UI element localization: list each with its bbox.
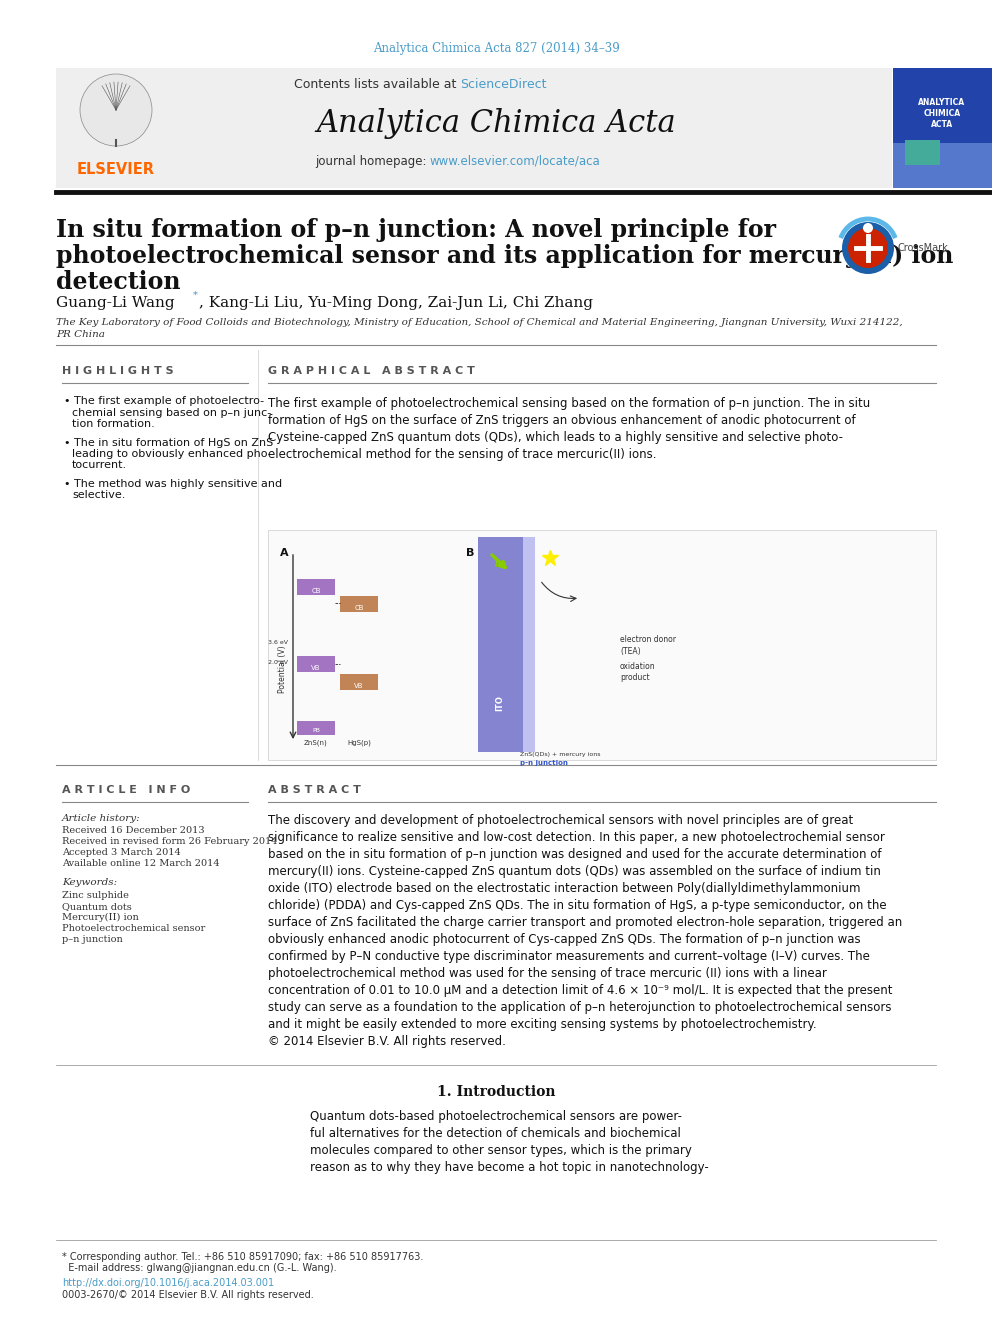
Text: , Kang-Li Liu, Yu-Ming Dong, Zai-Jun Li, Chi Zhang: , Kang-Li Liu, Yu-Ming Dong, Zai-Jun Li,… xyxy=(199,296,593,310)
Text: 2.0 eV: 2.0 eV xyxy=(268,660,288,665)
Bar xyxy=(297,579,335,595)
Text: • The in situ formation of HgS on ZnS: • The in situ formation of HgS on ZnS xyxy=(64,438,273,447)
Text: Quantum dots-based photoelectrochemical sensors are power-
ful alternatives for : Quantum dots-based photoelectrochemical … xyxy=(310,1110,708,1174)
Text: detection: detection xyxy=(56,270,181,294)
Text: ZnS(n): ZnS(n) xyxy=(305,740,328,746)
Text: PR China: PR China xyxy=(56,329,105,339)
Text: (TEA): (TEA) xyxy=(620,647,641,656)
Text: Zinc sulphide: Zinc sulphide xyxy=(62,890,129,900)
Bar xyxy=(268,531,936,759)
Text: B: B xyxy=(466,548,474,558)
Text: Photoelectrochemical sensor: Photoelectrochemical sensor xyxy=(62,923,205,933)
Text: Mercury(II) ion: Mercury(II) ion xyxy=(62,913,139,922)
Text: PB: PB xyxy=(312,728,320,733)
Text: photoelectrochemical sensor and its application for mercury(II) ion: photoelectrochemical sensor and its appl… xyxy=(56,243,953,269)
Text: 3.6 eV: 3.6 eV xyxy=(268,640,288,646)
Text: G R A P H I C A L   A B S T R A C T: G R A P H I C A L A B S T R A C T xyxy=(268,366,475,376)
Text: ZnS(QDs) + mercury ions: ZnS(QDs) + mercury ions xyxy=(520,751,600,757)
Text: selective.: selective. xyxy=(72,491,125,500)
Text: www.elsevier.com/locate/aca: www.elsevier.com/locate/aca xyxy=(430,155,601,168)
Circle shape xyxy=(863,224,873,233)
Text: HgS(p): HgS(p) xyxy=(347,740,371,746)
Circle shape xyxy=(842,222,894,274)
Bar xyxy=(478,537,523,751)
Text: Analytica Chimica Acta 827 (2014) 34–39: Analytica Chimica Acta 827 (2014) 34–39 xyxy=(373,42,619,56)
Text: product: product xyxy=(620,673,650,681)
Text: hv: hv xyxy=(494,560,506,569)
Text: electron donor: electron donor xyxy=(620,635,676,644)
Text: Received in revised form 26 February 2014: Received in revised form 26 February 201… xyxy=(62,837,278,845)
Text: Quantum dots: Quantum dots xyxy=(62,902,132,912)
Text: CB: CB xyxy=(311,587,320,594)
Bar xyxy=(340,595,378,613)
Text: Available online 12 March 2014: Available online 12 March 2014 xyxy=(62,859,219,868)
Text: p–n junction: p–n junction xyxy=(62,935,123,945)
Text: Received 16 December 2013: Received 16 December 2013 xyxy=(62,826,204,835)
Text: Article history:: Article history: xyxy=(62,814,141,823)
Text: The first example of photoelectrochemical sensing based on the formation of p–n : The first example of photoelectrochemica… xyxy=(268,397,870,460)
Bar xyxy=(297,656,335,672)
Text: A R T I C L E   I N F O: A R T I C L E I N F O xyxy=(62,785,190,795)
Bar xyxy=(56,67,892,188)
Text: VB: VB xyxy=(311,665,320,671)
Text: leading to obviously enhanced pho-: leading to obviously enhanced pho- xyxy=(72,448,272,459)
Text: H I G H L I G H T S: H I G H L I G H T S xyxy=(62,366,174,376)
Text: CB: CB xyxy=(354,605,364,611)
Text: Analytica Chimica Acta: Analytica Chimica Acta xyxy=(316,108,676,139)
Text: • The method was highly sensitive and: • The method was highly sensitive and xyxy=(64,479,282,490)
Text: * Corresponding author. Tel.: +86 510 85917090; fax: +86 510 85917763.: * Corresponding author. Tel.: +86 510 85… xyxy=(62,1252,424,1262)
Text: Contents lists available at: Contents lists available at xyxy=(294,78,460,91)
Text: 0003-2670/© 2014 Elsevier B.V. All rights reserved.: 0003-2670/© 2014 Elsevier B.V. All right… xyxy=(62,1290,313,1301)
Text: Keywords:: Keywords: xyxy=(62,878,117,886)
Text: ANALYTICA
CHIMICA
ACTA: ANALYTICA CHIMICA ACTA xyxy=(919,98,965,130)
Bar xyxy=(893,67,992,188)
Bar xyxy=(523,537,535,751)
Text: Guang-Li Wang: Guang-Li Wang xyxy=(56,296,180,310)
Text: *: * xyxy=(193,291,197,300)
Text: p-n junction: p-n junction xyxy=(520,759,567,766)
Text: A: A xyxy=(280,548,289,558)
Text: • The first example of photoelectro-: • The first example of photoelectro- xyxy=(64,396,264,406)
Text: journal homepage:: journal homepage: xyxy=(314,155,430,168)
Bar xyxy=(340,673,378,691)
Text: VB: VB xyxy=(354,683,364,689)
Text: CrossMark: CrossMark xyxy=(898,243,948,253)
Text: chemial sensing based on p–n junc-: chemial sensing based on p–n junc- xyxy=(72,407,271,418)
Circle shape xyxy=(848,228,888,269)
Text: E-mail address: glwang@jiangnan.edu.cn (G.-L. Wang).: E-mail address: glwang@jiangnan.edu.cn (… xyxy=(62,1263,336,1273)
Circle shape xyxy=(80,74,152,146)
Text: http://dx.doi.org/10.1016/j.aca.2014.03.001: http://dx.doi.org/10.1016/j.aca.2014.03.… xyxy=(62,1278,274,1289)
Text: A B S T R A C T: A B S T R A C T xyxy=(268,785,361,795)
Text: oxidation: oxidation xyxy=(620,662,656,671)
Bar xyxy=(297,721,335,736)
Text: Potential (V): Potential (V) xyxy=(279,646,288,693)
Text: In situ formation of p–n junction: A novel principle for: In situ formation of p–n junction: A nov… xyxy=(56,218,776,242)
Text: 1. Introduction: 1. Introduction xyxy=(436,1085,556,1099)
Text: tion formation.: tion formation. xyxy=(72,419,155,429)
Text: ITO: ITO xyxy=(495,695,505,710)
Text: tocurrent.: tocurrent. xyxy=(72,460,127,471)
Bar xyxy=(905,140,940,165)
Bar xyxy=(893,143,992,188)
Text: The discovery and development of photoelectrochemical sensors with novel princip: The discovery and development of photoel… xyxy=(268,814,903,1048)
Text: ScienceDirect: ScienceDirect xyxy=(460,78,547,91)
Text: The Key Laboratory of Food Colloids and Biotechnology, Ministry of Education, Sc: The Key Laboratory of Food Colloids and … xyxy=(56,318,903,327)
Text: ELSEVIER: ELSEVIER xyxy=(77,161,155,177)
Text: Accepted 3 March 2014: Accepted 3 March 2014 xyxy=(62,848,181,857)
